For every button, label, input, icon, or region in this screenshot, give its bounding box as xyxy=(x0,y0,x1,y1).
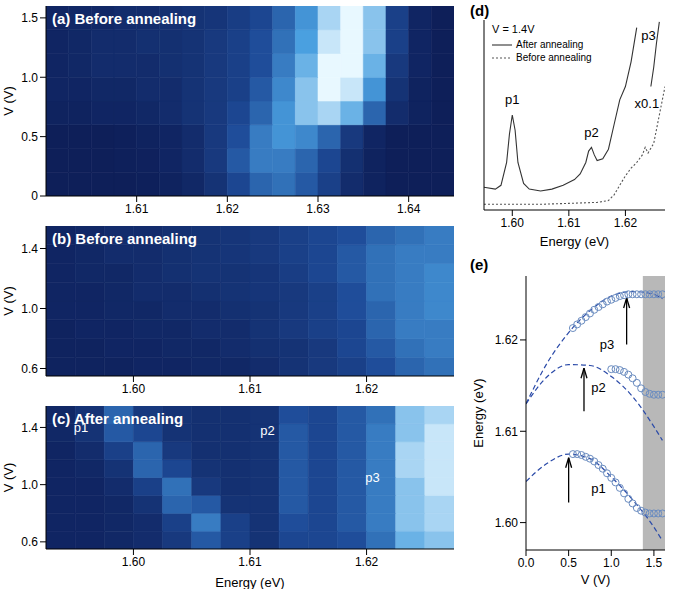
svg-text:1.62: 1.62 xyxy=(216,202,240,216)
svg-text:1.60: 1.60 xyxy=(495,516,519,530)
svg-text:1.62: 1.62 xyxy=(495,333,519,347)
svg-text:1.0: 1.0 xyxy=(21,302,38,316)
svg-text:p1: p1 xyxy=(591,481,605,496)
svg-text:0.5: 0.5 xyxy=(21,130,38,144)
svg-text:1.61: 1.61 xyxy=(495,425,519,439)
svg-text:1.61: 1.61 xyxy=(557,216,581,230)
svg-text:1.4: 1.4 xyxy=(21,242,38,256)
svg-text:p3: p3 xyxy=(600,337,614,352)
svg-text:1.60: 1.60 xyxy=(122,555,146,569)
svg-text:V (V): V (V) xyxy=(1,463,16,493)
svg-text:1.61: 1.61 xyxy=(238,382,262,396)
svg-text:1.63: 1.63 xyxy=(306,202,330,216)
svg-text:p2: p2 xyxy=(260,423,274,438)
svg-text:Energy (eV): Energy (eV) xyxy=(471,378,486,447)
svg-text:0.6: 0.6 xyxy=(21,535,38,549)
svg-text:1.60: 1.60 xyxy=(122,382,146,396)
svg-text:V (V): V (V) xyxy=(1,286,16,316)
svg-text:p3: p3 xyxy=(641,28,655,43)
svg-text:V (V): V (V) xyxy=(1,86,16,116)
svg-text:0.5: 0.5 xyxy=(560,556,577,570)
svg-text:x0.1: x0.1 xyxy=(635,96,660,111)
svg-text:1.5: 1.5 xyxy=(21,11,38,25)
svg-text:1.62: 1.62 xyxy=(355,555,379,569)
svg-text:1.0: 1.0 xyxy=(21,478,38,492)
svg-text:p3: p3 xyxy=(365,470,379,485)
svg-text:1.4: 1.4 xyxy=(21,421,38,435)
svg-text:p2: p2 xyxy=(584,125,598,140)
svg-text:1.0: 1.0 xyxy=(603,556,620,570)
svg-text:1.62: 1.62 xyxy=(355,382,379,396)
svg-text:V (V): V (V) xyxy=(581,572,611,587)
svg-text:p2: p2 xyxy=(591,380,605,395)
svg-text:p1: p1 xyxy=(505,92,519,107)
svg-text:1.5: 1.5 xyxy=(646,556,663,570)
svg-text:1.64: 1.64 xyxy=(397,202,421,216)
svg-text:0: 0 xyxy=(31,189,38,203)
svg-text:0.0: 0.0 xyxy=(518,556,535,570)
svg-text:1.60: 1.60 xyxy=(501,216,525,230)
svg-text:Energy (eV): Energy (eV) xyxy=(215,575,284,589)
svg-text:Energy (eV): Energy (eV) xyxy=(540,234,609,249)
svg-text:1.0: 1.0 xyxy=(21,71,38,85)
svg-text:1.61: 1.61 xyxy=(238,555,262,569)
svg-text:0.6: 0.6 xyxy=(21,362,38,376)
svg-text:1.61: 1.61 xyxy=(125,202,149,216)
svg-text:1.62: 1.62 xyxy=(614,216,638,230)
